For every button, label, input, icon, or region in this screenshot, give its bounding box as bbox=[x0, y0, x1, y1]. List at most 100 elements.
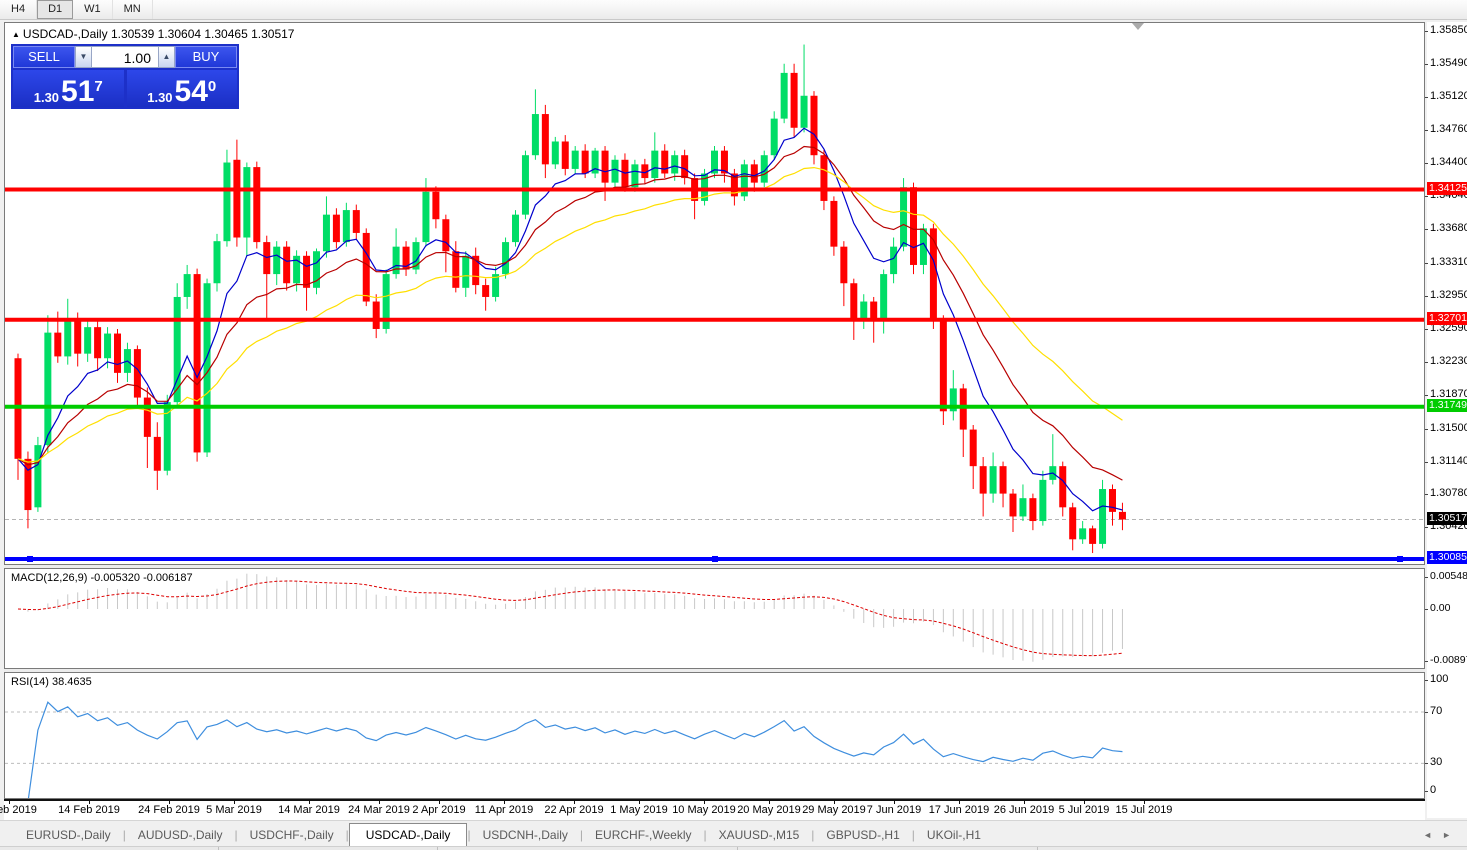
date-axis-tick bbox=[234, 801, 235, 804]
date-axis-label: 2 Apr 2019 bbox=[412, 804, 466, 816]
status-separator bbox=[218, 847, 219, 850]
date-axis-tick bbox=[1024, 801, 1025, 804]
tab-eurusd-daily[interactable]: EURUSD-,Daily bbox=[26, 828, 111, 842]
price-axis-tick-label: 1.31870 bbox=[1425, 388, 1467, 400]
tab-eurchf-weekly[interactable]: EURCHF-,Weekly bbox=[595, 828, 692, 842]
candles-layer bbox=[14, 44, 1126, 554]
date-axis-label: 5 Mar 2019 bbox=[206, 804, 262, 816]
timeframe-button-mn[interactable]: MN bbox=[113, 0, 153, 19]
tab-usdchf-daily[interactable]: USDCHF-,Daily bbox=[249, 828, 334, 842]
date-axis-label: 14 Feb 2019 bbox=[58, 804, 120, 816]
rsi-axis-tick-label: 0 bbox=[1425, 784, 1467, 796]
hline-anchor[interactable] bbox=[1397, 555, 1403, 562]
tab-usdcnh-daily[interactable]: USDCNH-,Daily bbox=[482, 828, 568, 842]
rsi-axis: 100 70 30 0 bbox=[1425, 672, 1467, 799]
tab-separator: | bbox=[579, 828, 584, 842]
date-axis-tick bbox=[834, 801, 835, 804]
macd-axis-tick-label: 0.00 bbox=[1425, 602, 1467, 614]
date-axis-label: 11 Apr 2019 bbox=[474, 804, 534, 816]
price-axis-tick-label: 1.33310 bbox=[1425, 256, 1467, 268]
date-axis-label: 24 Feb 2019 bbox=[138, 804, 200, 816]
macd-axis-tick-label: 0.005484 bbox=[1425, 570, 1467, 582]
date-axis[interactable]: 5 Feb 2019 14 Feb 2019 24 Feb 2019 5 Mar 20… bbox=[0, 799, 1425, 820]
tab-separator: | bbox=[234, 828, 238, 842]
tab-separator: | bbox=[345, 828, 349, 842]
sell-price-big: 51 bbox=[61, 75, 95, 109]
macd-pane[interactable]: MACD(12,26,9) -0.005320 -0.006187 bbox=[4, 568, 1425, 669]
date-axis-label: 5 Jul 2019 bbox=[1058, 804, 1110, 816]
price-pane[interactable]: ▲ USDCAD-,Daily 1.30539 1.30604 1.30465 1… bbox=[4, 22, 1425, 565]
chart-shift-marker-icon[interactable] bbox=[1132, 23, 1144, 30]
rsi-pane[interactable]: RSI(14) 38.4635 bbox=[4, 672, 1425, 799]
tab-separator: | bbox=[467, 828, 471, 842]
hline-anchor[interactable] bbox=[712, 555, 718, 562]
tab-ukoil-h1[interactable]: UKOil-,H1 bbox=[926, 828, 981, 842]
tab-scroll-left-icon[interactable]: ◄ bbox=[1423, 830, 1443, 840]
date-axis-label: 20 May 2019 bbox=[737, 804, 801, 816]
date-axis-tick bbox=[9, 801, 10, 804]
tab-xauusd-m15[interactable]: XAUUSD-,M15 bbox=[718, 828, 800, 842]
date-axis-tick bbox=[1144, 801, 1145, 804]
chart-title: ▲ USDCAD-,Daily 1.30539 1.30604 1.30465 1… bbox=[12, 27, 294, 41]
plot-column: ▲ USDCAD-,Daily 1.30539 1.30604 1.30465 1… bbox=[0, 22, 1425, 820]
date-axis-tick bbox=[959, 801, 960, 804]
pane-separator[interactable] bbox=[4, 565, 1425, 568]
price-axis: 1.35850 1.35490 1.35120 1.34760 1.34400 1.340… bbox=[1425, 22, 1467, 565]
macd-signal-line bbox=[17, 580, 1123, 657]
price-axis-tag: 1.30517 bbox=[1427, 512, 1467, 525]
date-axis-tick bbox=[769, 801, 770, 804]
rsi-chart bbox=[5, 701, 1424, 798]
price-axis-tick-label: 1.34760 bbox=[1425, 123, 1467, 135]
sell-button[interactable]: SELL bbox=[13, 46, 75, 68]
date-axis-tick bbox=[894, 801, 895, 804]
date-axis-tick bbox=[89, 801, 90, 804]
status-separator bbox=[437, 847, 438, 850]
sell-price-button[interactable]: 1.30 51 7 bbox=[13, 70, 124, 107]
date-axis-label: 5 Feb 2019 bbox=[0, 804, 37, 816]
hline-anchor[interactable] bbox=[27, 555, 33, 562]
buy-price-prefix: 1.30 bbox=[147, 89, 173, 105]
date-axis-label: 14 Mar 2019 bbox=[278, 804, 340, 816]
date-axis-label: 24 Mar 2019 bbox=[348, 804, 410, 816]
date-axis-tick bbox=[504, 801, 505, 804]
volume-input[interactable]: 1.00 bbox=[92, 46, 158, 68]
price-axis-tick-label: 1.35850 bbox=[1425, 24, 1467, 36]
rsi-label: RSI(14) 38.4635 bbox=[11, 676, 92, 688]
price-axis-tag: 1.31749 bbox=[1427, 399, 1467, 412]
one-click-trading-panel: SELL ▼ 1.00 ▲ BUY 1.30 51 7 1.30 54 0 bbox=[11, 44, 239, 109]
tab-usdcad-daily[interactable]: USDCAD-,Daily bbox=[348, 823, 468, 847]
date-axis-label: 29 May 2019 bbox=[802, 804, 866, 816]
date-axis-tick bbox=[704, 801, 705, 804]
timeframe-button-h4[interactable]: H4 bbox=[0, 0, 38, 19]
price-axis-column[interactable]: 1.35850 1.35490 1.35120 1.34760 1.34400 1.340… bbox=[1425, 22, 1467, 818]
tab-audusd-daily[interactable]: AUDUSD-,Daily bbox=[137, 828, 223, 842]
volume-decrease-icon[interactable]: ▼ bbox=[75, 46, 92, 68]
timeframe-toolbar: H4 D1 W1 MN bbox=[0, 0, 1467, 20]
tab-scroll-arrows: ◄► bbox=[1423, 830, 1461, 840]
macd-axis-tick-label: -0.008973 bbox=[1425, 654, 1467, 666]
price-axis-tick-label: 1.30780 bbox=[1425, 487, 1467, 499]
macd-axis: 0.005484 0.00 -0.008973 bbox=[1425, 568, 1467, 669]
date-axis-tick bbox=[639, 801, 640, 804]
rsi-axis-tick-label: 100 bbox=[1425, 673, 1467, 685]
pane-separator[interactable] bbox=[4, 669, 1425, 672]
timeframe-button-w1[interactable]: W1 bbox=[73, 0, 113, 19]
price-axis-tag: 1.30085 bbox=[1427, 551, 1467, 564]
macd-histogram-layer bbox=[27, 573, 1123, 662]
tab-gbpusd-h1[interactable]: GBPUSD-,H1 bbox=[826, 828, 900, 842]
date-axis-label: 7 Jun 2019 bbox=[866, 804, 922, 816]
collapse-panel-icon[interactable]: ▲ bbox=[12, 30, 20, 39]
macd-chart bbox=[17, 573, 1123, 662]
buy-price-button[interactable]: 1.30 54 0 bbox=[126, 70, 237, 107]
volume-increase-icon[interactable]: ▲ bbox=[158, 46, 175, 68]
date-axis-tick bbox=[1084, 801, 1085, 804]
buy-button[interactable]: BUY bbox=[175, 46, 237, 68]
timeframe-button-d1[interactable]: D1 bbox=[37, 0, 74, 19]
price-axis-tick-label: 1.35490 bbox=[1425, 57, 1467, 69]
medium-ma-line bbox=[17, 145, 1123, 481]
tab-scroll-right-icon[interactable]: ► bbox=[1442, 830, 1461, 840]
slow-ma-line bbox=[17, 166, 1123, 463]
tab-separator: | bbox=[703, 828, 707, 842]
chart-ohlc-values: 1.30539 1.30604 1.30465 1.30517 bbox=[110, 27, 295, 41]
